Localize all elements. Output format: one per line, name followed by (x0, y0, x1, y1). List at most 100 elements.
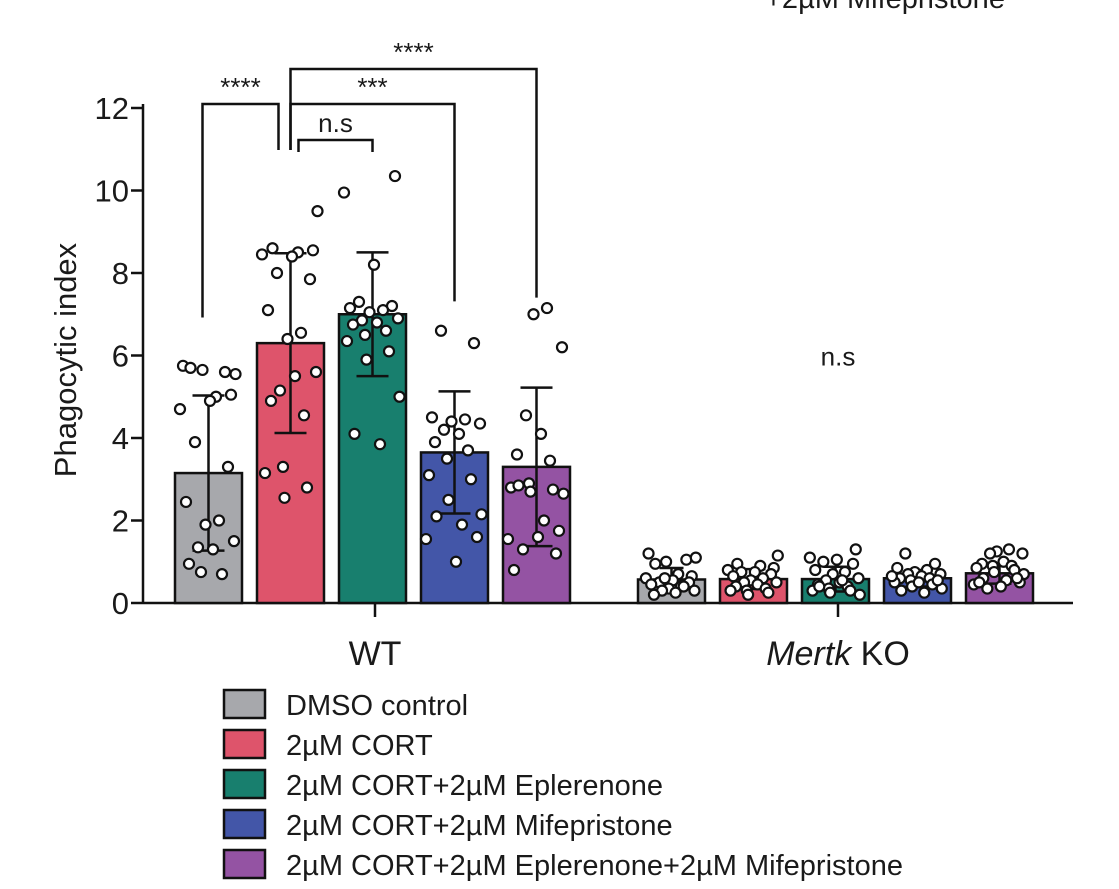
point-g0-s0-4 (184, 361, 197, 374)
point-g0-s4-3 (519, 409, 533, 422)
point-g1-s3-0 (899, 547, 912, 560)
point-g0-s1-7 (303, 273, 317, 286)
point-g1-s1-19 (741, 588, 755, 601)
point-g1-s0-4 (649, 557, 662, 570)
legend-label-0: DMSO control (286, 690, 468, 722)
point-g0-s0-13 (199, 518, 212, 531)
legend-swatch-0 (222, 688, 267, 720)
point-g0-s2-3 (352, 295, 366, 308)
point-g1-s3-16 (918, 586, 931, 599)
point-g0-s2-5 (343, 301, 357, 315)
legend-swatch-3 (222, 808, 267, 840)
point-g0-s4-4 (534, 427, 548, 440)
point-g0-s2-12 (379, 324, 393, 337)
y-tick-label-0: 0 (112, 586, 129, 621)
point-g0-s1-15 (297, 409, 311, 422)
point-g0-s3-16 (455, 518, 469, 531)
point-g1-s1-0 (771, 549, 784, 562)
point-g0-s4-18 (549, 547, 563, 560)
point-g0-s0-16 (206, 543, 220, 556)
point-g0-s2-19 (373, 438, 387, 451)
point-g0-s4-11 (557, 487, 570, 500)
point-g0-s3-8 (428, 436, 442, 449)
point-g1-s1-11 (770, 576, 783, 589)
point-g0-s4-5 (510, 448, 524, 461)
point-g0-s1-13 (288, 370, 302, 383)
point-g0-s2-0 (388, 169, 402, 183)
point-g0-s1-0 (311, 205, 324, 218)
legend-label-1: 2µM CORT (286, 730, 433, 762)
point-g0-s0-1 (218, 365, 232, 379)
point-g0-s1-8 (261, 304, 275, 317)
point-g1-s4-17 (981, 582, 994, 595)
point-g1-s3-18 (885, 570, 898, 583)
significance-label-3: **** (393, 37, 433, 67)
bracket-1 (297, 138, 374, 152)
point-g1-s4-16 (994, 580, 1007, 593)
point-g1-s1-8 (727, 570, 740, 583)
point-g1-s0-18 (677, 580, 690, 593)
point-g1-s2-2 (830, 553, 843, 566)
point-g0-s3-3 (458, 413, 472, 426)
point-g0-s0-2 (196, 363, 209, 377)
point-g1-s0-1 (680, 553, 693, 566)
point-g0-s0-9 (188, 436, 202, 449)
point-g1-s3-19 (912, 576, 925, 589)
point-g0-s3-5 (473, 417, 487, 430)
bracket-3 (289, 67, 538, 298)
point-g0-s0-15 (191, 541, 205, 554)
point-g0-s4-15 (501, 532, 515, 546)
legend-swatch-1 (222, 728, 267, 760)
point-g0-s1-18 (300, 481, 314, 494)
point-g0-s2-16 (360, 353, 373, 366)
point-g0-s3-13 (442, 493, 455, 506)
point-g0-s1-10 (281, 332, 294, 346)
point-g1-s0-19 (658, 572, 671, 585)
point-g0-s2-1 (337, 186, 351, 199)
point-g1-s4-19 (973, 576, 986, 589)
legend-label-3: 2µM CORT+2µM Mifepristone (286, 810, 673, 842)
point-g0-s3-9 (461, 444, 475, 457)
point-g1-s0-16 (669, 586, 682, 599)
point-g1-s3-17 (931, 574, 944, 587)
point-g1-s1-17 (724, 584, 737, 597)
point-g0-s4-2 (555, 341, 569, 354)
point-g0-s1-5 (285, 250, 299, 263)
point-g0-s3-17 (470, 530, 484, 544)
point-g1-s2-1 (803, 551, 816, 564)
point-g1-s2-8 (852, 572, 865, 585)
point-g1-s2-4 (846, 557, 860, 570)
point-g0-s2-8 (391, 312, 405, 325)
point-g0-s3-19 (449, 555, 463, 568)
point-g0-s0-11 (179, 495, 193, 509)
point-g0-s3-10 (440, 452, 454, 465)
point-g0-s2-15 (382, 345, 396, 358)
point-g0-s4-6 (543, 454, 557, 467)
y-tick-label-12: 12 (95, 91, 129, 126)
point-g0-s0-14 (227, 535, 241, 548)
top-partial-legend-text: +2µM Mifepristone (765, 0, 1005, 15)
point-g0-s3-1 (467, 337, 481, 350)
legend-label-4: 2µM CORT+2µM Eplerenone+2µM Mifepristone (286, 850, 903, 882)
point-g1-s0-17 (647, 588, 661, 601)
point-g0-s2-18 (348, 427, 361, 440)
point-g1-s4-8 (970, 561, 983, 575)
point-g1-s2-5 (809, 563, 822, 577)
significance-label-1: n.s (318, 108, 353, 138)
point-g0-s2-10 (370, 316, 384, 329)
point-g1-s3-1 (928, 557, 942, 570)
point-g0-s4-19 (507, 563, 521, 577)
point-g0-s0-3 (229, 367, 242, 381)
point-g1-s0-2 (659, 555, 673, 568)
point-g1-s0-11 (645, 578, 658, 591)
point-g0-s3-4 (445, 415, 458, 428)
point-g0-s1-17 (258, 466, 272, 480)
significance-label-2: *** (357, 72, 387, 102)
significance-label-0: **** (220, 72, 260, 102)
y-tick-label-6: 6 (112, 339, 129, 374)
point-g1-s3-15 (895, 584, 908, 597)
point-g0-s4-10 (524, 485, 537, 498)
point-g0-s1-4 (255, 248, 269, 261)
legend-label-2: 2µM CORT+2µM Eplerenone (286, 770, 663, 802)
point-g0-s2-13 (358, 328, 372, 341)
